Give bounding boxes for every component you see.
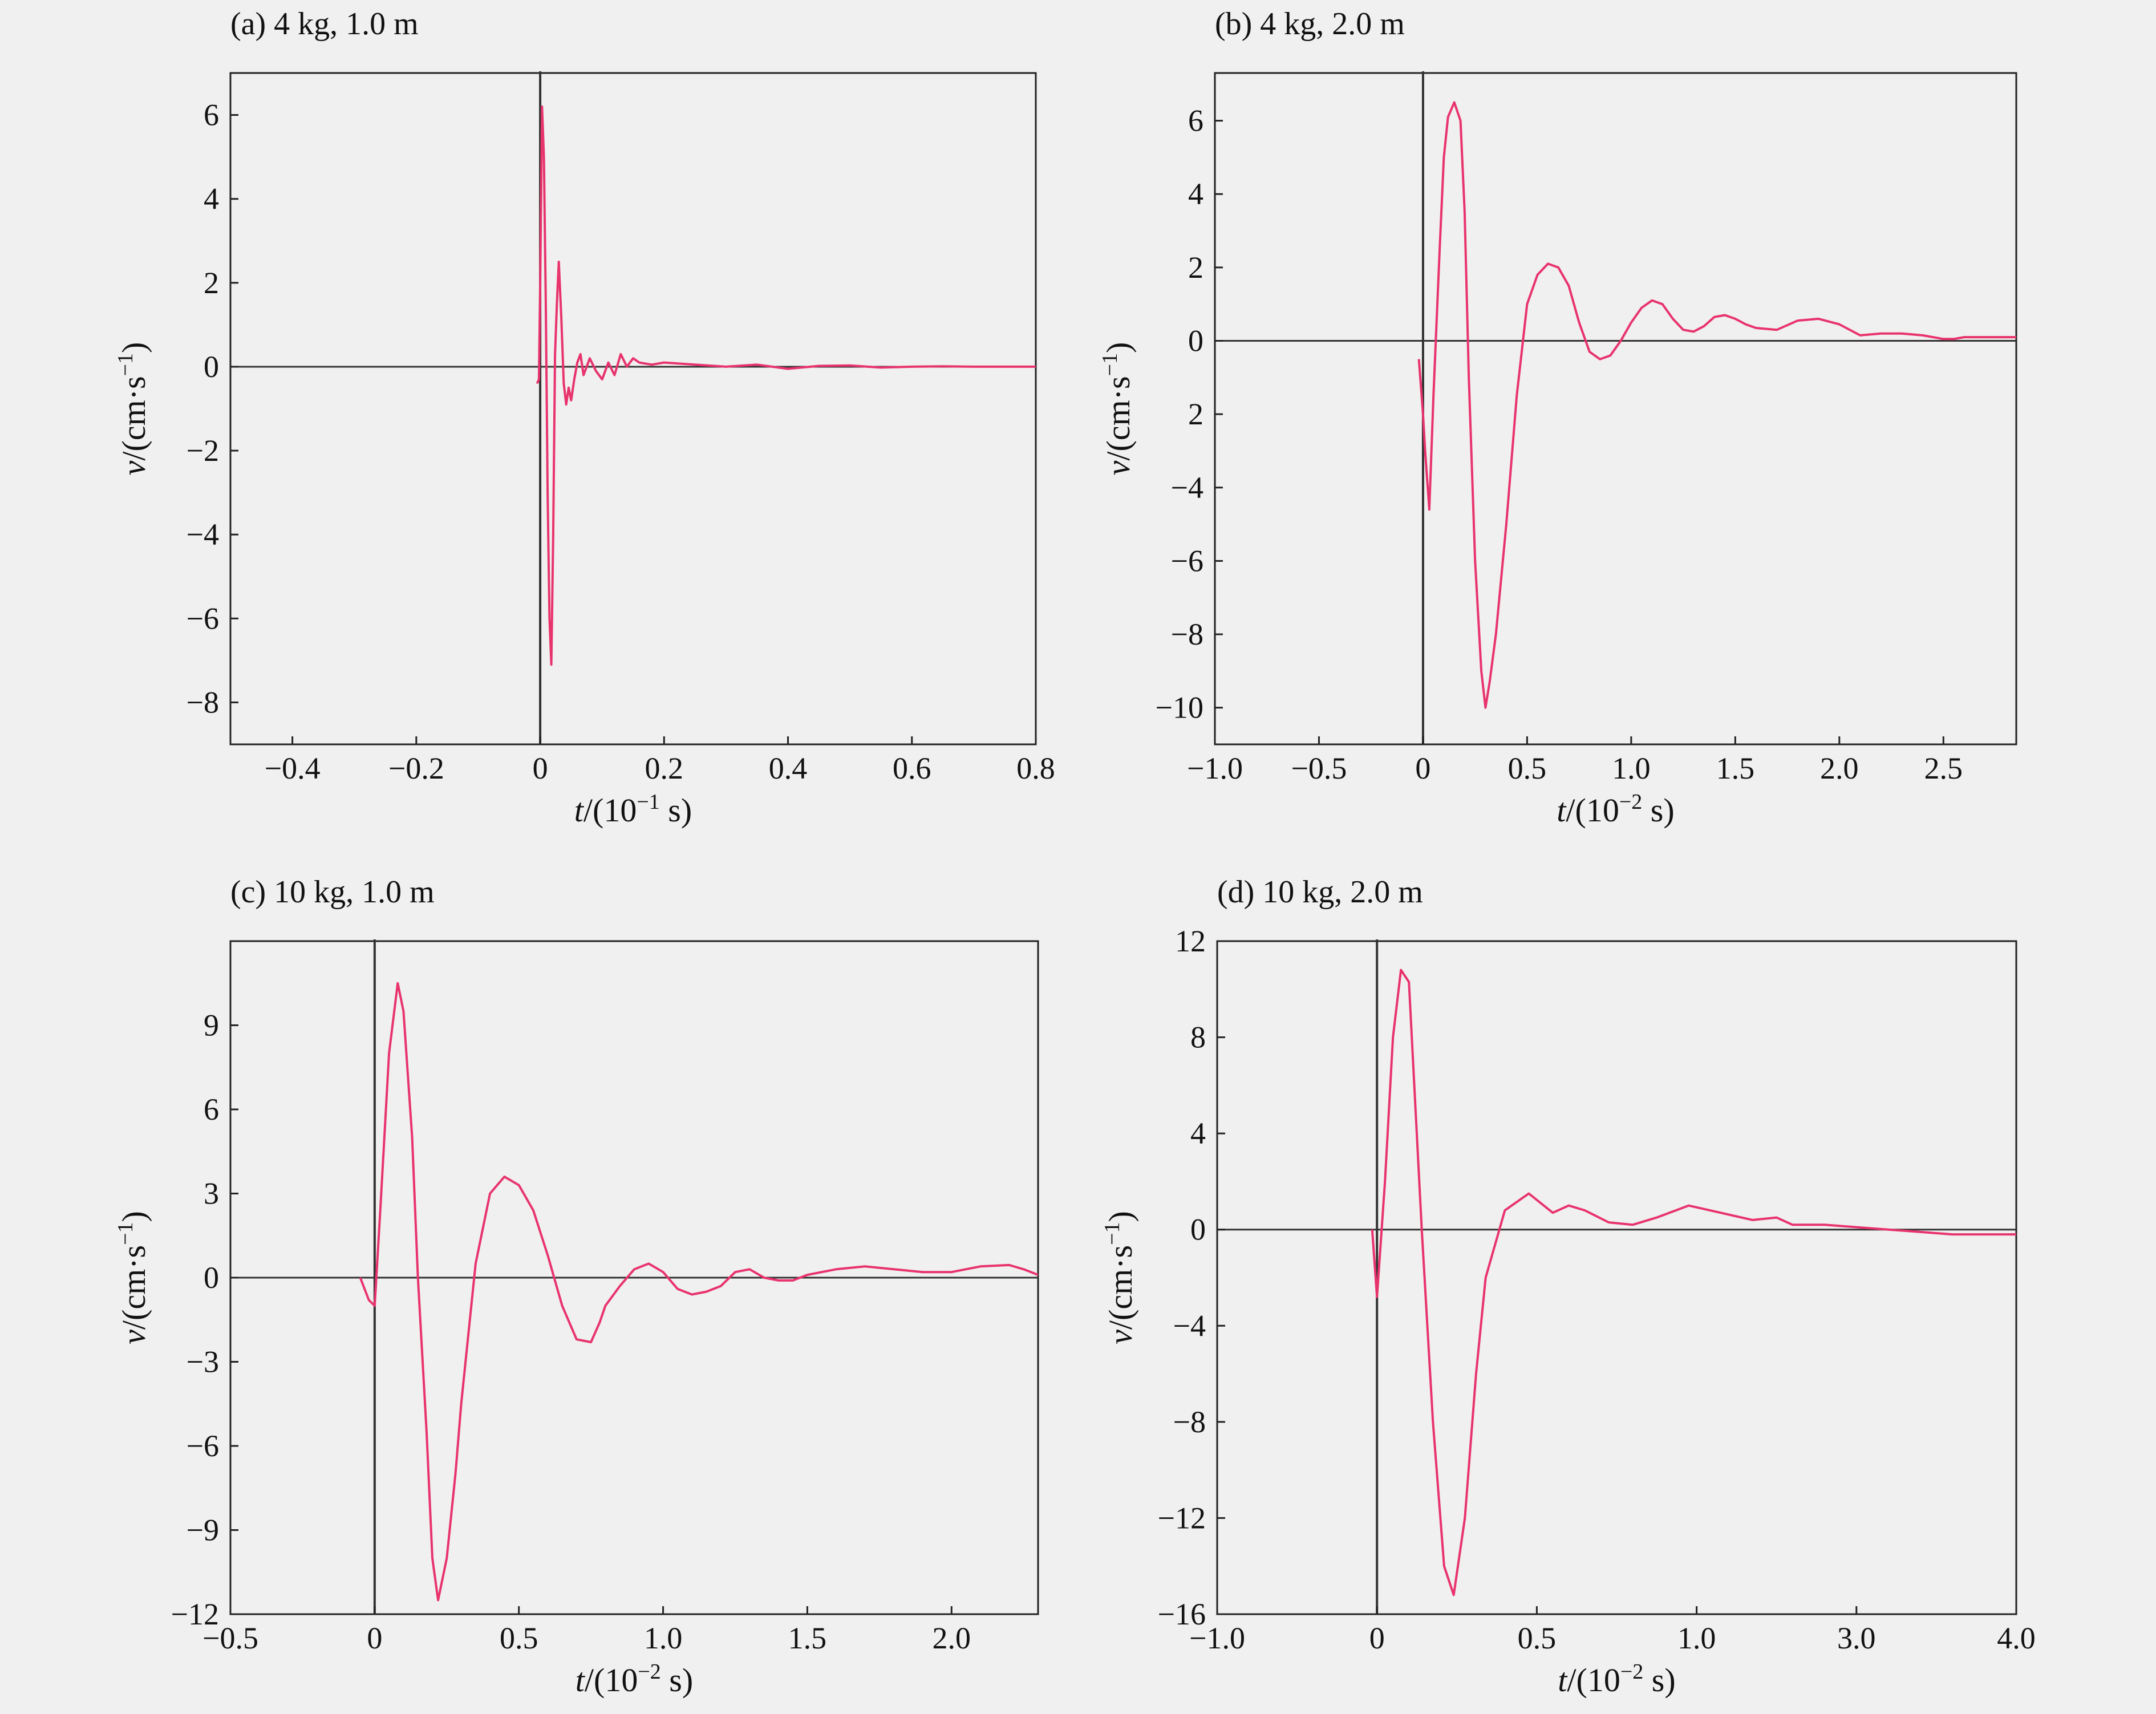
- x-tick-label: 2.0: [933, 1621, 971, 1655]
- x-tick-label: 0.5: [1508, 751, 1547, 785]
- plot-frame: [1216, 940, 2017, 1615]
- x-tick-label: 2.5: [1924, 751, 1963, 785]
- y-tick-label: 0: [204, 350, 219, 384]
- velocity-series-line: [536, 105, 1036, 666]
- x-axis-label: t/(10−2 s): [576, 1660, 693, 1699]
- x-tick-label: 0.5: [1518, 1621, 1557, 1655]
- velocity-series-line: [359, 982, 1039, 1602]
- y-axis-label: v/(cm·s−1): [1098, 342, 1137, 476]
- y-tick-label: 6: [204, 98, 219, 132]
- x-axis-label: t/(10−2 s): [1557, 790, 1674, 829]
- y-tick-label: −10: [1156, 691, 1203, 725]
- plot-frame: [229, 72, 1037, 745]
- y-tick-label: −6: [187, 1429, 219, 1463]
- chart-panel-c: −0.5 0 0.5 1.0 1.5 2.0 9 6 3 0 −3 −6 −9 −12 (c) 10 kg,…: [114, 874, 1039, 1699]
- y-axis-label: v/(cm·s−1): [114, 1211, 152, 1344]
- y-tick-label: −12: [171, 1597, 219, 1631]
- y-tick-label: −12: [1158, 1501, 1206, 1535]
- plot-frame: [1214, 72, 2017, 745]
- x-tick-label: 0.8: [1016, 751, 1055, 785]
- x-tick-label: 0.4: [769, 751, 808, 785]
- velocity-series-line: [1417, 101, 2016, 709]
- y-tick-label: 0: [204, 1261, 219, 1295]
- y-tick-label: 3: [204, 1177, 219, 1211]
- y-tick-label: −6: [187, 601, 219, 635]
- x-tick-label: 2.0: [1820, 751, 1859, 785]
- panel-title: (c) 10 kg, 1.0 m: [230, 874, 435, 910]
- y-tick-label: 6: [1188, 104, 1203, 138]
- x-tick-label: 1.0: [1612, 751, 1651, 785]
- y-axis-label: v/(cm·s−1): [1100, 1211, 1139, 1344]
- x-tick-label: −0.4: [265, 751, 321, 785]
- y-tick-label: −8: [1173, 1405, 1206, 1439]
- y-tick-label: 9: [204, 1008, 219, 1043]
- x-tick-label: 0: [1369, 1621, 1385, 1655]
- chart-panel-b: −1.0 −0.5 0 0.5 1.0 1.5 2.0 2.5 6 4 2 0 2 −4 −6 −8 −10 (b…: [1098, 6, 2017, 829]
- y-tick-label: −8: [187, 685, 219, 719]
- x-tick-label: −1.0: [1189, 1621, 1245, 1655]
- y-tick-label: 4: [1188, 177, 1203, 211]
- y-tick-label: 0: [1190, 1213, 1206, 1247]
- y-tick-label: −4: [1171, 471, 1203, 505]
- x-tick-label: 1.5: [788, 1621, 827, 1655]
- y-tick-label: −4: [187, 517, 219, 552]
- x-tick-label: 4.0: [1997, 1621, 2036, 1655]
- y-tick-label: 2: [1188, 397, 1203, 431]
- x-tick-label: 1.0: [644, 1621, 683, 1655]
- y-tick-label: −3: [187, 1345, 219, 1379]
- y-tick-label: 8: [1190, 1020, 1206, 1055]
- panel-title: (b) 4 kg, 2.0 m: [1215, 6, 1405, 42]
- y-tick-label: 4: [204, 182, 219, 216]
- x-tick-label: 0.5: [500, 1621, 538, 1655]
- y-tick-label: 12: [1175, 924, 1206, 958]
- chart-panel-a: −0.4 −0.2 0 0.2 0.4 0.6 0.8 6 4 2 0 −2 −4 −6 −8 (a) 4 k…: [114, 6, 1055, 829]
- y-tick-label: −6: [1171, 544, 1203, 578]
- y-tick-label: −2: [187, 433, 219, 468]
- x-tick-label: 1.5: [1716, 751, 1755, 785]
- y-axis-label: v/(cm·s−1): [114, 342, 152, 476]
- y-tick-label: 2: [1188, 250, 1203, 285]
- y-tick-label: −9: [187, 1513, 219, 1547]
- y-tick-label: 6: [204, 1092, 219, 1127]
- y-tick-label: −16: [1158, 1597, 1206, 1631]
- x-tick-label: 1.0: [1677, 1621, 1716, 1655]
- y-tick-label: 0: [1188, 324, 1203, 358]
- x-tick-label: 0.6: [893, 751, 931, 785]
- x-tick-label: 0.2: [645, 751, 684, 785]
- x-axis-label: t/(10−1 s): [574, 790, 692, 829]
- panels: −0.4 −0.2 0 0.2 0.4 0.6 0.8 6 4 2 0 −2 −4 −6 −8 (a) 4 k…: [114, 6, 2036, 1699]
- x-axis-label: t/(10−2 s): [1558, 1660, 1675, 1699]
- y-tick-label: 4: [1190, 1116, 1206, 1150]
- x-tick-label: −0.5: [202, 1621, 258, 1655]
- x-tick-label: 0: [367, 1621, 382, 1655]
- velocity-series-line: [1371, 969, 2016, 1597]
- y-tick-label: 2: [204, 266, 219, 300]
- x-tick-label: 0: [533, 751, 548, 785]
- x-tick-label: −0.5: [1291, 751, 1347, 785]
- x-tick-label: 3.0: [1837, 1621, 1876, 1655]
- x-tick-label: −0.2: [388, 751, 444, 785]
- x-tick-label: −1.0: [1187, 751, 1243, 785]
- panel-title: (d) 10 kg, 2.0 m: [1217, 874, 1423, 910]
- x-tick-label: 0: [1415, 751, 1430, 785]
- panel-title: (a) 4 kg, 1.0 m: [230, 6, 419, 42]
- y-tick-label: −4: [1173, 1308, 1206, 1343]
- chart-panel-d: −1.0 0 0.5 1.0 3.0 4.0 12 8 4 0 −4 −8 −12 −16 (d) 10 k…: [1100, 874, 2036, 1699]
- y-tick-label: −8: [1171, 617, 1203, 651]
